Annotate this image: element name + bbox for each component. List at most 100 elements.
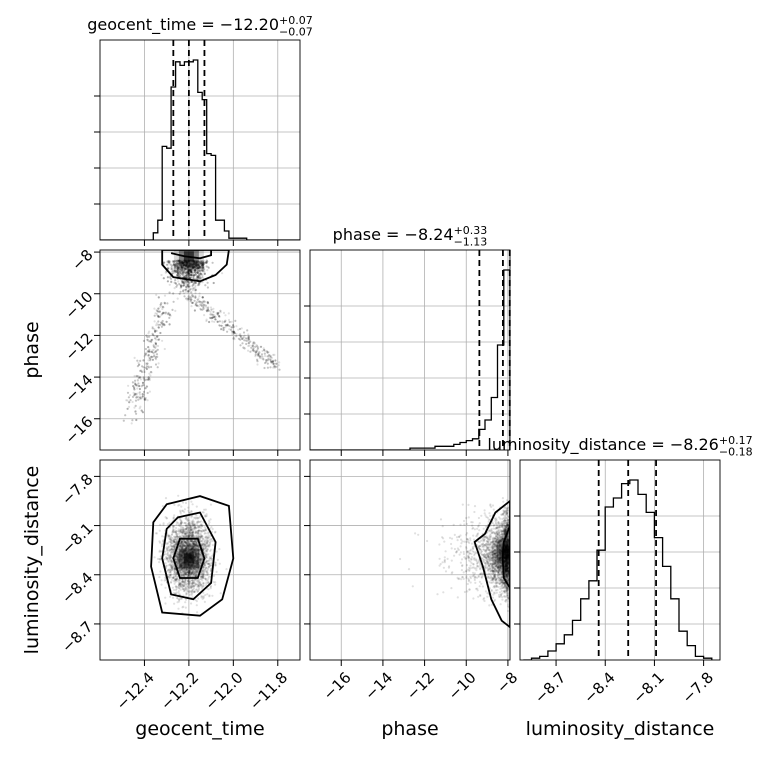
scatter-point <box>186 283 189 286</box>
scatter-point <box>196 270 199 273</box>
scatter-point <box>269 366 272 369</box>
scatter-point <box>190 269 193 272</box>
scatter-point <box>194 540 197 543</box>
scatter-point <box>251 349 254 352</box>
scatter-point <box>178 261 181 264</box>
scatter-point <box>197 282 200 285</box>
scatter-point <box>169 569 172 572</box>
scatter-point <box>158 310 161 313</box>
scatter-point <box>160 302 163 305</box>
scatter-point <box>232 324 235 327</box>
scatter-point <box>187 580 190 583</box>
scatter-point <box>171 260 174 263</box>
scatter-point <box>146 351 149 354</box>
scatter-point <box>205 309 208 312</box>
scatter-point <box>162 539 165 542</box>
scatter-point <box>192 542 195 545</box>
scatter-point <box>191 524 194 527</box>
scatter-point <box>183 541 186 544</box>
scatter-point <box>181 567 184 570</box>
scatter-point <box>206 572 210 575</box>
scatter-point <box>175 262 178 265</box>
scatter-point <box>170 551 173 554</box>
scatter-point <box>202 303 205 307</box>
scatter-point <box>188 593 191 597</box>
scatter-point <box>190 583 194 586</box>
scatter-point <box>174 271 178 274</box>
scatter-point <box>187 548 190 551</box>
scatter-point <box>202 575 205 578</box>
scatter-point <box>201 524 204 527</box>
scatter-point <box>171 537 174 540</box>
scatter-point <box>187 269 190 272</box>
scatter-point <box>200 272 203 275</box>
scatter-point <box>171 542 174 545</box>
scatter-point <box>246 337 249 340</box>
scatter-point <box>155 329 158 332</box>
scatter-point <box>183 535 186 538</box>
scatter-point <box>176 272 180 275</box>
scatter-point <box>149 359 152 362</box>
scatter-point <box>213 320 216 323</box>
scatter-point <box>183 574 186 577</box>
scatter-point <box>189 300 192 303</box>
scatter-point <box>174 259 177 262</box>
scatter-point <box>193 590 196 593</box>
scatter-point <box>176 275 179 278</box>
scatter-point <box>255 350 259 353</box>
scatter-point <box>154 355 157 358</box>
scatter-point <box>182 262 185 265</box>
scatter-point <box>172 539 175 543</box>
scatter-point <box>192 572 195 575</box>
scatter-point <box>185 288 188 291</box>
scatter-point <box>141 393 144 396</box>
scatter-point <box>194 268 197 271</box>
scatter-point <box>190 298 193 301</box>
scatter-point <box>193 562 196 565</box>
scatter-point <box>141 411 144 414</box>
scatter-point <box>197 263 200 266</box>
scatter-point <box>190 535 193 538</box>
scatter-point <box>170 548 174 551</box>
scatter-point <box>232 330 236 333</box>
scatter-point <box>146 338 149 341</box>
scatter-point <box>196 520 199 523</box>
scatter-point <box>208 538 211 542</box>
scatter-point <box>189 564 192 567</box>
scatter-point <box>187 270 190 273</box>
scatter-point <box>233 332 236 335</box>
scatter-point <box>185 261 188 264</box>
scatter-point <box>169 570 172 573</box>
scatter-point <box>180 284 183 288</box>
scatter-point <box>196 590 199 593</box>
scatter-point <box>175 264 178 267</box>
scatter-point <box>204 536 207 539</box>
scatter-point <box>134 392 137 395</box>
scatter-point <box>186 551 189 554</box>
scatter-point <box>207 266 210 269</box>
scatter-point <box>190 263 193 266</box>
scatter-point <box>193 266 196 269</box>
scatter-point <box>158 338 161 341</box>
scatter-point <box>200 272 203 275</box>
scatter-point <box>201 528 204 532</box>
scatter-point <box>181 273 184 276</box>
scatter-point <box>207 267 210 270</box>
scatter-point <box>202 300 205 303</box>
scatter-point <box>207 562 210 566</box>
scatter-point <box>181 266 184 269</box>
scatter-point <box>175 555 178 559</box>
scatter-point <box>149 359 152 362</box>
scatter-point <box>195 263 198 266</box>
scatter-point <box>183 270 186 273</box>
scatter-point <box>178 261 181 264</box>
panel-2-1 <box>310 460 510 660</box>
scatter-point <box>187 268 191 271</box>
scatter-point <box>233 332 236 335</box>
scatter-point <box>199 559 203 562</box>
scatter-point <box>150 365 153 369</box>
scatter-point <box>187 564 190 567</box>
scatter-point <box>192 287 195 290</box>
scatter-point <box>200 525 204 528</box>
scatter-point <box>215 311 218 315</box>
